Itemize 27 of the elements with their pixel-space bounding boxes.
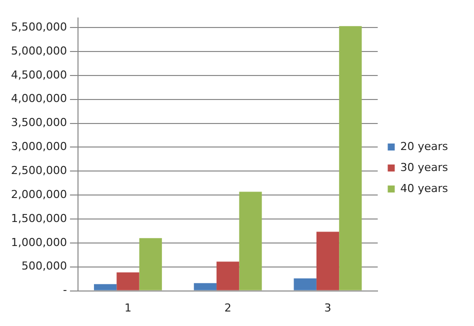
bar xyxy=(94,284,117,290)
x-tick-label: 3 xyxy=(324,301,332,314)
bar xyxy=(239,192,262,290)
bar xyxy=(116,272,140,290)
y-tick-label: 500,000 xyxy=(21,260,67,273)
y-tick-label: 3,000,000 xyxy=(11,140,67,154)
y-tick-label: 3,500,000 xyxy=(11,116,67,130)
bar xyxy=(139,238,162,290)
bar xyxy=(294,278,316,290)
y-tick-label: - xyxy=(63,284,67,297)
y-tick-label: 5,000,000 xyxy=(11,44,67,58)
y-tick-label: 2,500,000 xyxy=(11,164,67,178)
y-tick-label: 1,500,000 xyxy=(11,212,67,225)
legend-label: 30 years xyxy=(400,160,448,174)
y-tick-label: 4,500,000 xyxy=(11,68,67,82)
legend-label: 20 years xyxy=(400,140,448,153)
x-tick-label: 1 xyxy=(124,301,132,314)
legend-label: 40 years xyxy=(400,182,448,195)
bar xyxy=(216,262,240,290)
bar xyxy=(316,232,340,290)
y-tick-label: 4,000,000 xyxy=(11,92,67,106)
y-tick-label: 5,500,000 xyxy=(11,20,67,34)
bar xyxy=(194,283,217,290)
x-tick-label: 2 xyxy=(224,301,232,314)
y-tick-label: 1,000,000 xyxy=(11,236,67,249)
y-tick-label: 2,000,000 xyxy=(11,188,67,201)
bar xyxy=(339,26,362,290)
